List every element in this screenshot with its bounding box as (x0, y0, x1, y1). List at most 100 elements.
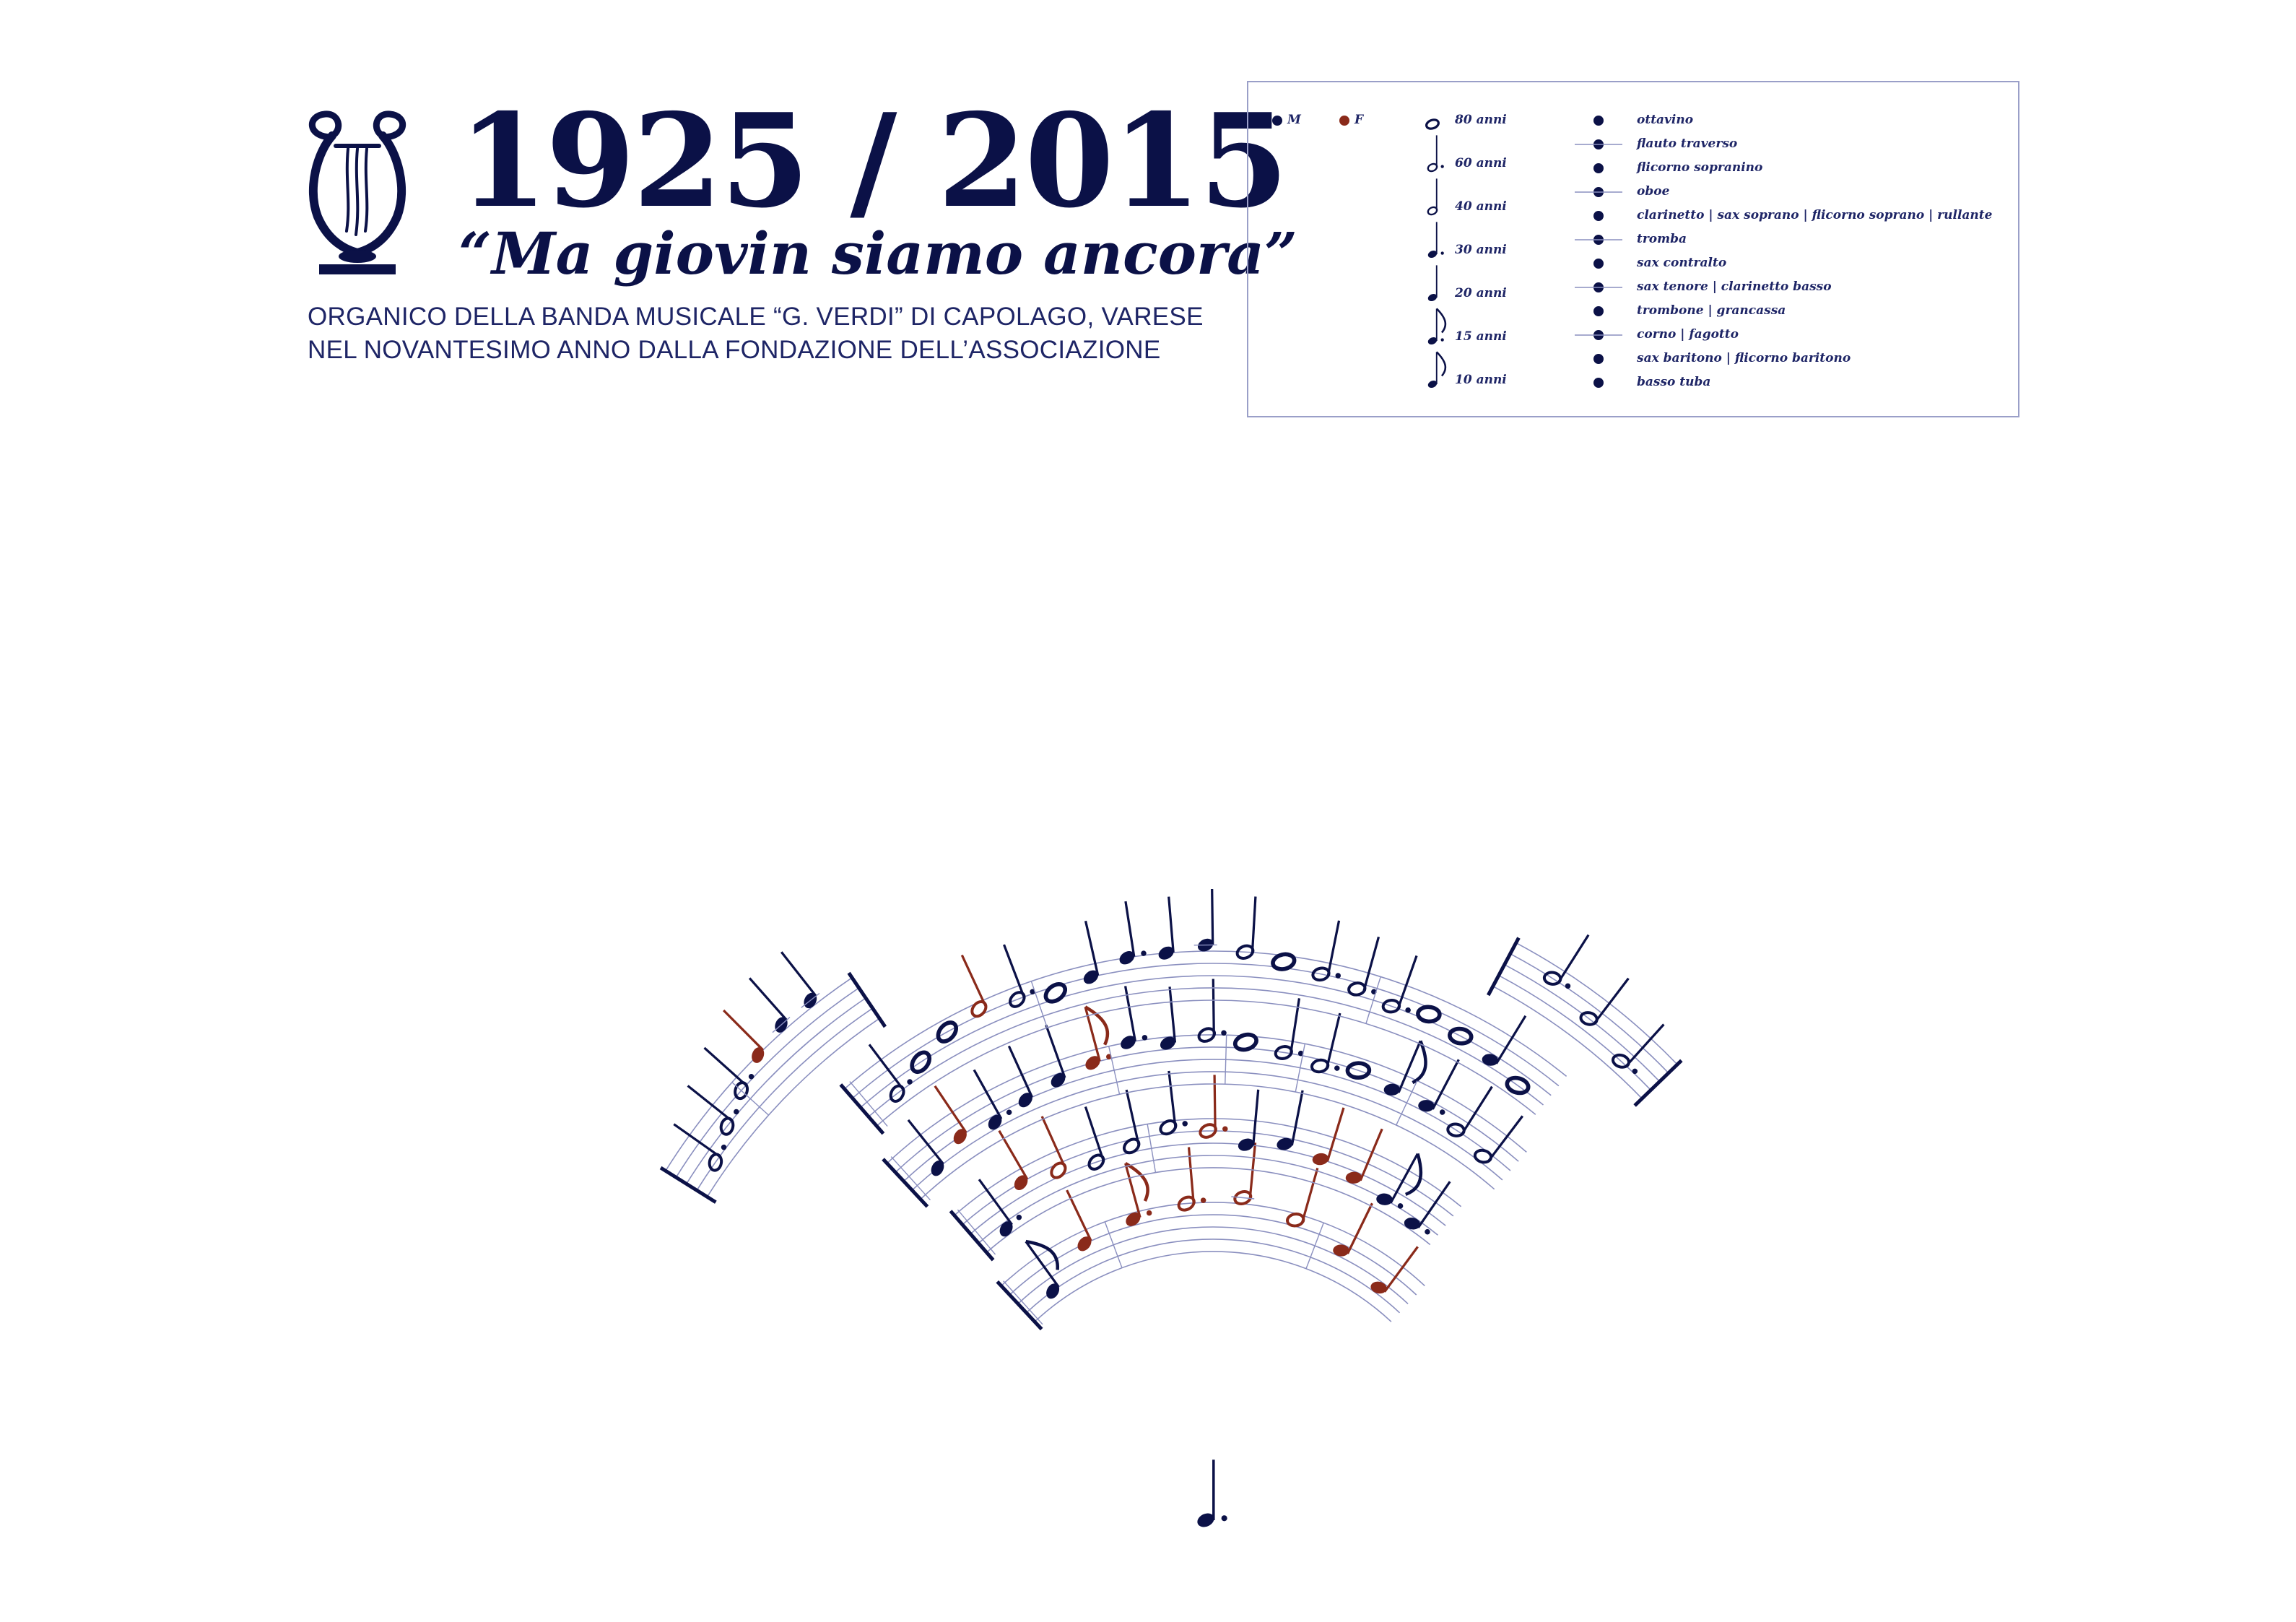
note (1066, 1189, 1092, 1252)
note-eighth (1025, 1239, 1060, 1299)
note (1370, 1246, 1419, 1294)
note (1611, 1023, 1665, 1075)
note-whole (1425, 118, 1440, 130)
legend-instrument: trombone | grancassa (1637, 303, 1786, 318)
conductor-note (1197, 1460, 1227, 1527)
note-head (931, 1160, 944, 1176)
note-head (1383, 1083, 1401, 1096)
note (1383, 1040, 1427, 1096)
note-flag (1084, 1005, 1110, 1046)
note-whole (1345, 1061, 1372, 1080)
staff-end-bar (882, 1158, 929, 1208)
note-stem (998, 1129, 1029, 1180)
staff-row-2 (949, 1070, 1462, 1262)
note-stem (1301, 1167, 1319, 1223)
note (1238, 1089, 1260, 1151)
note (1310, 1012, 1341, 1074)
legend-age-label: 60 anni (1455, 156, 1507, 170)
staff-end-bar (996, 1280, 1043, 1331)
note-stem (1251, 896, 1257, 953)
note-quarter (1045, 1024, 1066, 1088)
note-stem (1211, 888, 1214, 945)
note-dot (1405, 1007, 1411, 1013)
note-eighth (1383, 1040, 1427, 1096)
note-quarter (1312, 1107, 1345, 1166)
note-dot (1221, 1515, 1227, 1522)
note (1473, 1115, 1524, 1164)
note (1025, 1239, 1060, 1299)
note (1271, 952, 1297, 971)
staff-line (1009, 1214, 1417, 1296)
note (936, 1020, 959, 1044)
note-dotted-half (703, 1046, 755, 1101)
lyre-icon (308, 110, 406, 274)
note (1286, 1167, 1319, 1228)
note-dotted-half (1003, 944, 1035, 1008)
note-dot (1440, 251, 1444, 255)
note-dot (1335, 973, 1341, 979)
note-stem (1084, 1106, 1105, 1161)
bar-line (1396, 1080, 1418, 1126)
note (1084, 1106, 1105, 1171)
note-stem (1003, 944, 1025, 998)
note (1231, 1142, 1257, 1206)
note-stem (1167, 896, 1175, 953)
legend-instrument: sax baritono | flicorno baritono (1637, 351, 1851, 365)
note-stem (1389, 1153, 1419, 1204)
note-whole (1505, 1075, 1531, 1096)
note-dotted-eighth (1084, 1005, 1112, 1070)
bar-line (1295, 1044, 1306, 1093)
note-head (1333, 1244, 1349, 1257)
note (1119, 901, 1147, 965)
legend-instrument-dot (1593, 259, 1604, 269)
note-stem (1213, 1075, 1217, 1131)
note-stem (748, 977, 788, 1021)
note-dot (1146, 1210, 1152, 1216)
note-head (1404, 1218, 1421, 1230)
note-head (1126, 1212, 1141, 1226)
note-half (1473, 1115, 1524, 1164)
note-head (1121, 1036, 1136, 1049)
note-head (1473, 1148, 1493, 1164)
note-head (953, 1129, 967, 1145)
note-flag (1025, 1239, 1059, 1270)
note-head (1119, 950, 1135, 965)
note-dot (1141, 950, 1147, 956)
note-stem (780, 951, 817, 997)
note (1347, 936, 1380, 997)
bar-line (1104, 1221, 1123, 1268)
note-stem (1025, 1241, 1060, 1288)
note-head (1271, 952, 1297, 971)
note (1418, 1059, 1460, 1115)
note (1083, 920, 1100, 984)
note-head (1232, 1032, 1258, 1052)
note (1193, 888, 1217, 952)
note (934, 1085, 967, 1145)
page-title: 1925 / 2015 (458, 85, 1289, 236)
note-head (1160, 1036, 1176, 1050)
staff-end-bar (659, 1166, 717, 1204)
note-dot (1425, 1228, 1430, 1235)
note-dotted-quarter (973, 1069, 1012, 1130)
staff-line (852, 963, 1560, 1099)
legend-instrument: oboe (1637, 184, 1670, 199)
note (1446, 1085, 1493, 1137)
motto: “Ma giovin siamo ancora” (458, 220, 1298, 287)
note (1376, 1153, 1423, 1209)
note-stem (1124, 901, 1136, 957)
note-stem (973, 1069, 1003, 1119)
staff-end-thin (957, 1209, 996, 1255)
note (1003, 944, 1035, 1008)
note (1160, 986, 1177, 1050)
note (1084, 1005, 1112, 1070)
note-dotted-quarter (1119, 901, 1147, 965)
note-quarter (1333, 1202, 1373, 1257)
note-dotted-quarter (978, 1179, 1022, 1237)
staff-line (986, 1167, 1431, 1253)
legend-instrument: flauto traverso (1637, 136, 1738, 151)
note-half (1286, 1167, 1319, 1228)
legend-instrument: sax contralto (1637, 256, 1727, 270)
note-dotted-quarter (1427, 222, 1444, 259)
subtitle-line: NEL NOVANTESIMO ANNO DALLA FONDAZIONE DE… (308, 336, 1161, 364)
